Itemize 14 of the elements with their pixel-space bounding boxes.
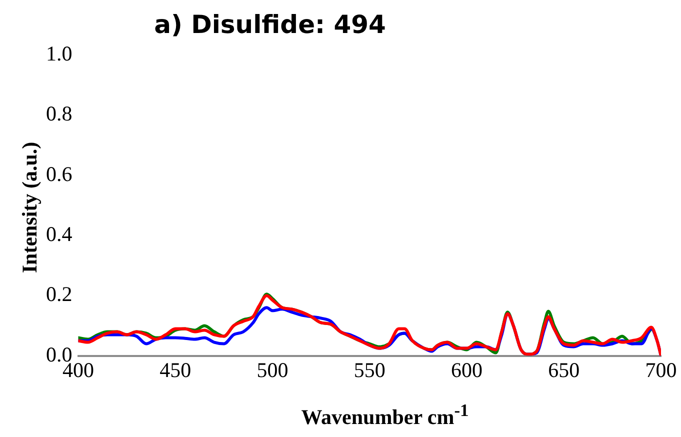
x-tick-label: 500 <box>256 358 288 382</box>
y-tick-label: 0.8 <box>46 102 72 126</box>
x-tick-label: 600 <box>451 358 482 382</box>
x-tick-label: 650 <box>548 358 580 382</box>
x-tick-label: 550 <box>354 358 386 382</box>
chart-title: a) Disulfide: 494 <box>153 10 387 39</box>
x-tick-label: 450 <box>160 358 192 382</box>
y-tick-label: 0.6 <box>46 162 72 186</box>
x-axis-title: Wavenumber cm$^{-1}$ <box>300 400 470 430</box>
y-tick-label: 1.0 <box>46 42 72 66</box>
y-tick-label: 0.4 <box>46 222 73 246</box>
y-axis-title: Intensity (a.u.) <box>18 140 42 276</box>
y-tick-label: 0.2 <box>46 282 72 306</box>
x-tick-label: 700 <box>645 358 677 382</box>
